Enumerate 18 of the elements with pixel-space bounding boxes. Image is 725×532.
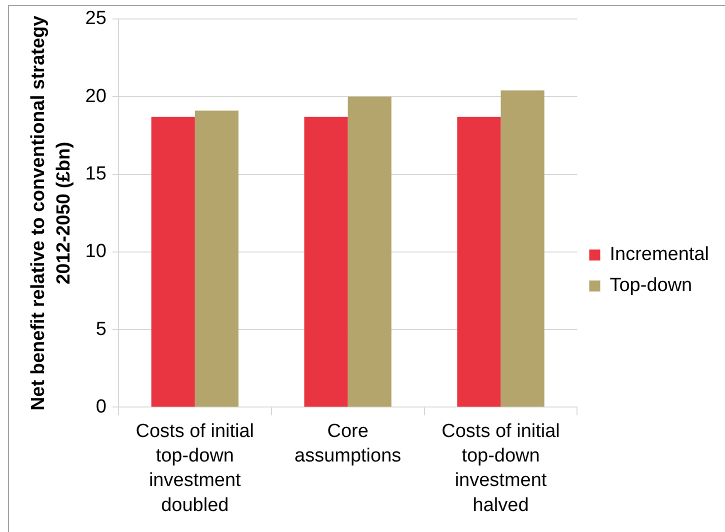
- bar: [457, 116, 501, 407]
- bar: [194, 110, 238, 407]
- y-tick-label: 25: [85, 8, 106, 30]
- y-tick-label: 0: [96, 396, 106, 418]
- legend-label: Incremental: [610, 244, 710, 266]
- y-axis-title: Net benefit relative to conventional strategy 2012-2050 (£bn): [28, 15, 75, 411]
- bar: [304, 116, 348, 407]
- x-tick-label: Costs of initial top-down investment doubled: [136, 420, 254, 516]
- x-tick-label: Core assumptions: [294, 420, 402, 466]
- y-tick-label: 10: [85, 241, 106, 262]
- legend-label: Top-down: [610, 275, 692, 296]
- y-tick-label: 20: [85, 86, 106, 107]
- x-tick-label: Costs of initial top-down investment halved: [442, 420, 560, 516]
- bar: [500, 90, 544, 407]
- bar: [151, 116, 195, 407]
- y-tick-label: 15: [85, 164, 106, 185]
- bar: [348, 96, 392, 407]
- y-tick-label: 5: [96, 318, 106, 340]
